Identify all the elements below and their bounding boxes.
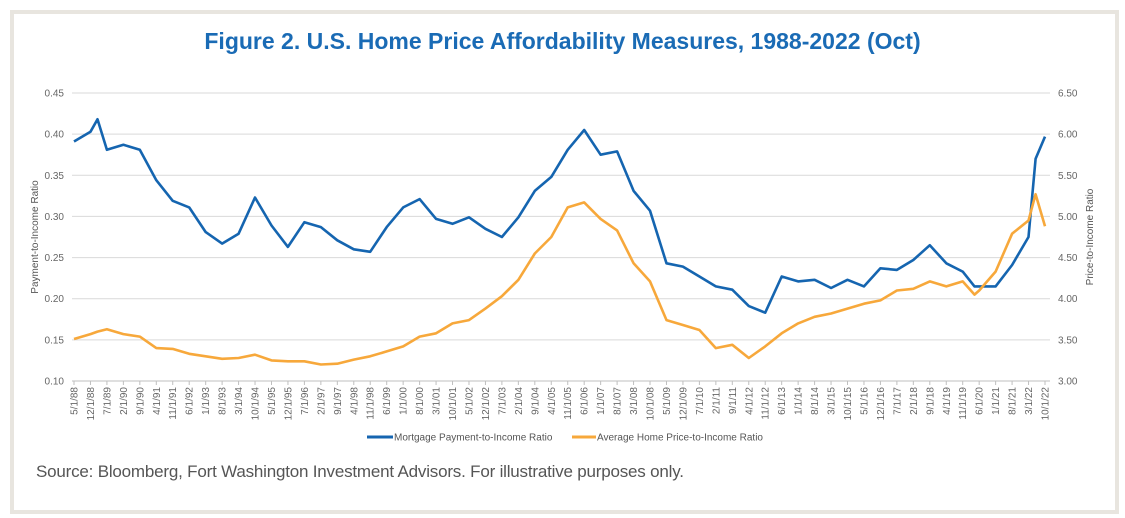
x-tick-label: 11/1/98 (366, 387, 377, 420)
x-tick-label: 5/1/95 (267, 387, 278, 415)
x-tick-label: 6/1/99 (382, 387, 393, 415)
legend-label-mortgage: Mortgage Payment-to-Income Ratio (394, 433, 553, 444)
mortgage-series-line (73, 118, 1047, 315)
x-tick-label: 4/1/91 (152, 387, 163, 415)
x-tick-label: 1/1/21 (991, 387, 1002, 415)
x-tick-label: 8/1/93 (218, 387, 229, 415)
legend-label-price: Average Home Price-to-Income Ratio (597, 433, 763, 444)
y-right-tick-label: 6.50 (1058, 89, 1078, 100)
price-series-line (73, 192, 1047, 366)
x-tick-label: 10/1/01 (448, 387, 459, 421)
y-right-tick-label: 3.50 (1058, 335, 1078, 346)
y-left-tick-label: 0.10 (45, 377, 65, 388)
x-tick-label: 7/1/96 (300, 387, 311, 415)
x-tick-label: 3/1/94 (234, 387, 245, 415)
x-tick-label: 6/1/92 (185, 387, 196, 415)
x-tick-label: 8/1/07 (613, 387, 624, 415)
x-tick-label: 5/1/16 (859, 387, 870, 415)
x-tick-label: 3/1/22 (1024, 387, 1035, 415)
x-tick-label: 11/1/05 (563, 387, 574, 420)
y-left-tick-label: 0.15 (45, 335, 65, 346)
y-left-axis-title: Payment-to-Income Ratio (30, 180, 41, 294)
x-tick-label: 9/1/11 (728, 387, 739, 414)
x-tick-label: 7/1/17 (892, 387, 903, 415)
x-tick-label: 10/1/94 (251, 387, 262, 421)
x-tick-label: 12/1/09 (678, 387, 689, 421)
x-tick-label: 5/1/88 (70, 387, 81, 415)
x-tick-label: 3/1/01 (432, 387, 443, 415)
y-right-tick-label: 5.00 (1058, 212, 1078, 223)
x-tick-label: 7/1/10 (695, 387, 706, 415)
x-tick-label: 6/1/20 (975, 387, 986, 415)
x-tick-label: 12/1/88 (86, 387, 97, 421)
x-tick-label: 9/1/04 (530, 387, 541, 415)
x-tick-label: 1/1/07 (596, 387, 607, 415)
x-tick-label: 12/1/02 (481, 387, 492, 421)
x-tick-label: 11/1/91 (168, 387, 179, 420)
x-tick-label: 9/1/18 (925, 387, 936, 415)
x-tick-label: 2/1/04 (514, 387, 525, 415)
x-tick-label: 11/1/12 (761, 387, 772, 420)
x-tick-label: 10/1/08 (646, 387, 657, 421)
y-right-tick-label: 5.50 (1058, 171, 1078, 182)
x-tick-label: 12/1/95 (283, 387, 294, 421)
source-note: Source: Bloomberg, Fort Washington Inves… (36, 462, 684, 481)
x-tick-label: 12/1/16 (876, 387, 887, 421)
x-tick-label: 6/1/06 (580, 387, 591, 415)
x-tick-label: 4/1/12 (744, 387, 755, 415)
x-tick-label: 5/1/09 (662, 387, 673, 415)
figure-frame (10, 10, 1119, 514)
x-tick-label: 8/1/21 (1008, 387, 1019, 415)
x-tick-label: 1/1/14 (794, 387, 805, 415)
x-tick-label: 11/1/19 (958, 387, 969, 420)
chart-title: Figure 2. U.S. Home Price Affordability … (204, 28, 921, 54)
y-right-axis-title: Price-to-Income Ratio (1085, 188, 1096, 285)
x-tick-label: 6/1/13 (777, 387, 788, 415)
y-left-tick-label: 0.40 (45, 130, 65, 141)
y-left-tick-label: 0.20 (45, 294, 65, 305)
y-right-tick-label: 3.00 (1058, 377, 1078, 388)
x-tick-label: 4/1/98 (349, 387, 360, 415)
y-left-tick-label: 0.35 (45, 171, 65, 182)
x-tick-label: 7/1/03 (497, 387, 508, 415)
x-tick-label: 4/1/05 (547, 387, 558, 415)
x-tick-label: 10/1/15 (843, 387, 854, 421)
x-tick-label: 1/1/00 (399, 387, 410, 415)
x-tick-label: 9/1/90 (135, 387, 146, 415)
x-tick-label: 8/1/14 (810, 387, 821, 415)
x-tick-label: 5/1/02 (464, 387, 475, 415)
x-tick-label: 9/1/97 (333, 387, 344, 415)
x-tick-label: 7/1/89 (102, 387, 113, 415)
x-tick-label: 3/1/15 (827, 387, 838, 415)
x-tick-label: 2/1/97 (316, 387, 327, 415)
y-left-tick-label: 0.30 (45, 212, 65, 223)
x-tick-label: 8/1/00 (415, 387, 426, 415)
y-right-tick-label: 4.50 (1058, 253, 1078, 264)
y-left-tick-label: 0.25 (45, 253, 65, 264)
x-tick-label: 4/1/19 (942, 387, 953, 415)
x-tick-label: 2/1/18 (909, 387, 920, 415)
x-tick-label: 10/1/22 (1041, 387, 1052, 421)
y-right-tick-label: 4.00 (1058, 294, 1078, 305)
y-right-tick-label: 6.00 (1058, 130, 1078, 141)
y-left-tick-label: 0.45 (45, 89, 65, 100)
x-tick-label: 2/1/11 (711, 387, 722, 414)
x-tick-label: 2/1/90 (119, 387, 130, 415)
x-tick-label: 1/1/93 (201, 387, 212, 415)
x-tick-label: 3/1/08 (629, 387, 640, 415)
